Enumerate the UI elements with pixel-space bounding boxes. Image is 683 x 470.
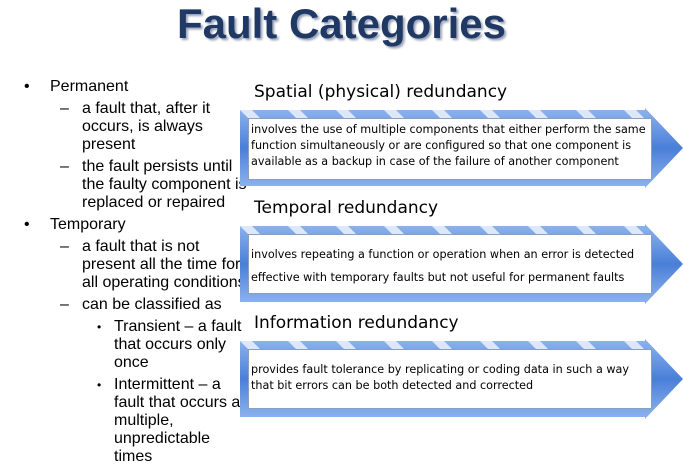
spatial-redundancy-box: involves the use of multiple components …: [248, 118, 652, 180]
list-item-permanent-def: – a fault that, after it occurs, is alwa…: [60, 100, 211, 153]
temporal-redundancy-heading: Temporal redundancy: [254, 198, 439, 218]
list-item-intermittent: • Intermittent – a fault that occurs at …: [97, 376, 245, 465]
information-redundancy-box: provides fault tolerance by replicating …: [248, 349, 652, 409]
list-item-transient: • Transient – a fault that occurs only o…: [97, 318, 242, 371]
dash-icon: –: [60, 158, 69, 175]
list-item-temporary: • Temporary: [24, 216, 126, 233]
bullet-icon: •: [97, 378, 102, 392]
temporal-redundancy-box: involves repeating a function or operati…: [248, 234, 652, 294]
bullet-icon: •: [24, 78, 30, 95]
bullet-icon: •: [97, 320, 102, 334]
list-item-temporary-def: – a fault that is not present all the ti…: [60, 238, 246, 291]
dash-icon: –: [60, 238, 69, 255]
list-item-permanent-persist: – the fault persists until the faulty co…: [60, 158, 247, 211]
slide-title: Fault Categories: [176, 0, 507, 47]
list-item-temporary-classify: – can be classified as: [60, 296, 222, 313]
bullet-icon: •: [24, 216, 30, 233]
list-item-permanent: • Permanent: [24, 78, 129, 95]
dash-icon: –: [60, 100, 69, 117]
information-redundancy-heading: Information redundancy: [254, 313, 459, 333]
dash-icon: –: [60, 296, 69, 313]
spatial-redundancy-heading: Spatial (physical) redundancy: [254, 82, 508, 102]
